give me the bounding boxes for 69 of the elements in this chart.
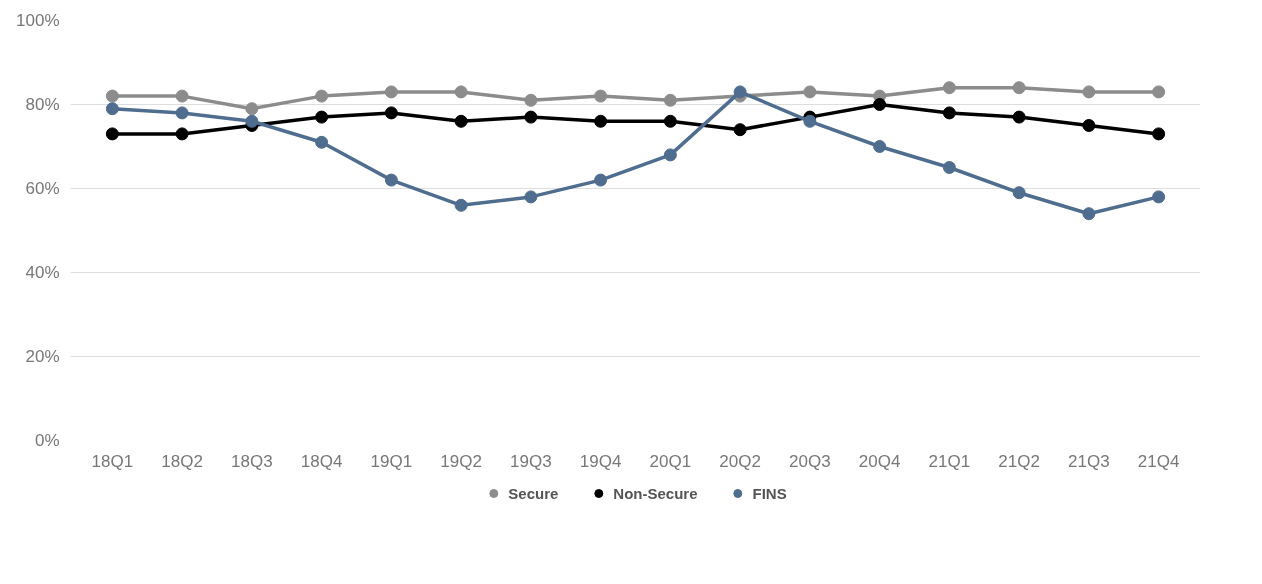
point	[384, 106, 398, 120]
point	[1012, 186, 1026, 200]
point	[873, 98, 887, 111]
point	[524, 190, 538, 204]
x-tick-label: 18Q4	[300, 451, 343, 471]
point	[175, 127, 189, 141]
point	[594, 89, 608, 103]
x-tick-label: 21Q3	[1068, 451, 1110, 471]
y-tick-label: 40%	[25, 263, 60, 282]
x-tick-label: 20Q3	[789, 451, 831, 471]
point	[594, 173, 608, 187]
y-tick-label: 0%	[34, 431, 60, 450]
x-tick-label: 18Q2	[161, 451, 203, 471]
point	[1152, 127, 1166, 141]
x-tick-label: 18Q3	[231, 451, 273, 471]
point	[175, 89, 189, 103]
point	[1012, 110, 1026, 124]
point	[803, 114, 817, 128]
y-tick-label: 60%	[25, 179, 60, 198]
point	[1082, 207, 1096, 221]
point	[663, 93, 677, 107]
point	[942, 161, 956, 174]
x-tick-label: 20Q2	[719, 451, 761, 471]
point	[454, 114, 468, 128]
y-tick-label: 80%	[25, 95, 60, 114]
point	[1082, 119, 1096, 132]
x-tick-label: 19Q3	[510, 451, 552, 471]
point	[942, 106, 956, 120]
x-tick-label: 21Q2	[998, 451, 1040, 471]
point	[105, 89, 119, 103]
point	[454, 85, 468, 99]
x-tick-label: 19Q1	[370, 451, 413, 471]
x-tick-label: 21Q4	[1137, 451, 1180, 471]
point	[663, 148, 677, 162]
point	[1152, 85, 1166, 99]
point	[245, 114, 259, 128]
point	[1082, 85, 1096, 99]
point	[1012, 81, 1026, 95]
point	[524, 110, 538, 124]
point	[315, 135, 329, 149]
x-tick-label: 19Q4	[579, 451, 622, 471]
point	[733, 85, 747, 99]
point	[315, 89, 329, 103]
y-tick-label: 20%	[25, 347, 60, 366]
x-tick-label: 18Q1	[91, 451, 134, 471]
point	[803, 85, 817, 99]
point	[384, 85, 398, 99]
point	[175, 106, 189, 120]
point	[1152, 190, 1166, 204]
point	[315, 110, 329, 124]
x-tick-label: 20Q1	[649, 451, 692, 471]
legend-label: Non-Secure	[613, 484, 698, 502]
point	[524, 93, 538, 107]
x-tick-label: 20Q4	[858, 451, 901, 471]
x-tick-label: 21Q1	[928, 451, 971, 471]
legend-label: Secure	[508, 484, 559, 502]
y-tick-label: 100%	[16, 11, 60, 30]
point	[873, 140, 887, 153]
point	[245, 102, 259, 116]
point	[594, 114, 608, 128]
point	[105, 102, 119, 116]
point	[663, 114, 677, 128]
point	[384, 173, 398, 187]
point	[454, 198, 468, 212]
point	[105, 127, 119, 141]
point	[942, 81, 956, 95]
point	[733, 123, 747, 137]
x-tick-label: 19Q2	[440, 451, 482, 471]
legend-label: FINS	[752, 484, 787, 502]
